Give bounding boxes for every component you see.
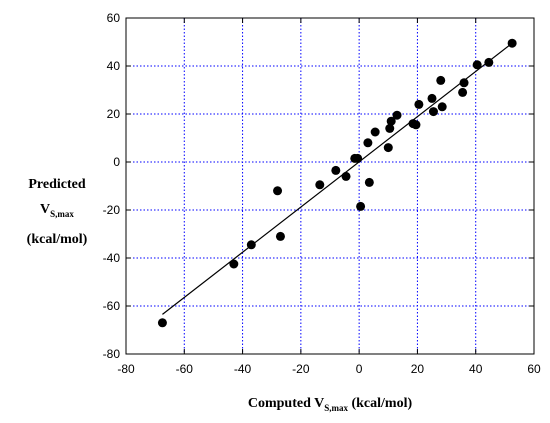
y-axis-label-line3: (kcal/mol) (26, 232, 88, 247)
data-points (157, 38, 517, 328)
data-point (459, 78, 469, 88)
x-tick-label: 0 (356, 362, 363, 376)
data-point (363, 138, 373, 148)
data-point (229, 259, 239, 269)
data-point (273, 186, 283, 196)
x-tick-label: -20 (292, 362, 310, 376)
y-axis-label: Predicted VS,max (kcal/mol) (8, 172, 106, 252)
data-point (386, 116, 396, 126)
data-point (484, 57, 494, 67)
data-point (341, 171, 351, 181)
y-tick-label: 40 (107, 59, 121, 73)
x-tick-label: 40 (469, 362, 483, 376)
y-tick-label: -80 (103, 347, 121, 361)
data-point (331, 165, 341, 175)
data-point (411, 120, 421, 130)
y-tick-label: 60 (107, 11, 121, 25)
data-point (507, 38, 517, 48)
data-point (246, 240, 256, 250)
y-tick-label: -60 (103, 299, 121, 313)
y-axis-label-line1: Predicted (28, 177, 86, 192)
data-point (428, 107, 438, 117)
y-tick-label: 0 (113, 155, 120, 169)
y-axis-label-line2: VS,max (8, 197, 106, 227)
data-point (427, 93, 437, 103)
data-point (436, 75, 446, 85)
data-point (364, 177, 374, 187)
data-point (472, 60, 482, 70)
x-tick-labels: -80 -60 -40 -20 0 20 40 60 (117, 362, 541, 376)
data-point (356, 201, 366, 211)
regression-line (162, 42, 513, 315)
x-axis-label-prefix: Computed V (247, 396, 325, 411)
x-tick-label: -80 (117, 362, 135, 376)
data-point (458, 87, 468, 97)
data-point (385, 123, 395, 133)
x-axis-label-suffix: (kcal/mol) (347, 396, 413, 411)
x-tick-label: -60 (176, 362, 194, 376)
data-point (437, 102, 447, 112)
axis-ticks (125, 17, 535, 355)
plot-frame (125, 17, 535, 355)
data-point (315, 180, 325, 190)
x-tick-label: 60 (527, 362, 541, 376)
data-point (157, 318, 167, 328)
x-tick-label: -40 (234, 362, 252, 376)
y-axis-label-subscript: S,max (50, 209, 74, 219)
y-tick-label: -20 (103, 203, 121, 217)
data-point (392, 110, 402, 120)
y-tick-labels: 60 40 20 0 -20 -40 -60 -80 (103, 11, 121, 361)
y-tick-label: 20 (107, 107, 121, 121)
data-point (353, 153, 363, 163)
grid-lines (126, 18, 534, 354)
y-axis-label-main: V (40, 202, 51, 217)
data-point (370, 127, 380, 137)
x-axis-label: Computed VS,max (kcal/mol) (180, 396, 480, 413)
x-tick-label: 20 (411, 362, 425, 376)
x-axis-label-subscript: S,max (324, 403, 348, 413)
data-point (275, 231, 285, 241)
y-tick-label: -40 (103, 251, 121, 265)
data-point (383, 143, 393, 153)
data-point (414, 99, 424, 109)
